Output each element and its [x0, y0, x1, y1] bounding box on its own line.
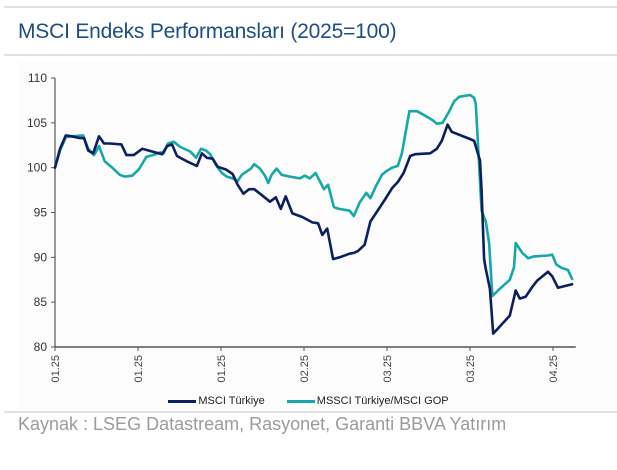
series-group [53, 93, 574, 335]
y-tick-label: 90 [34, 250, 48, 264]
x-tick-label: 03.25 [382, 355, 394, 383]
bottom-divider [4, 411, 617, 413]
x-tick-label: 01.25 [50, 355, 62, 383]
series-line-msci-turkiye-gop [53, 93, 574, 298]
legend-label: MSCI Türkiye [198, 395, 265, 407]
x-tick-label: 01.25 [216, 355, 228, 383]
x-tick-label: 03.25 [465, 355, 477, 383]
x-axis: 01.25 01.25 01.25 02.25 03.25 03.25 04.25 [50, 346, 576, 383]
y-tick-label: 105 [27, 116, 47, 130]
y-tick-label: 80 [34, 340, 48, 354]
source-note: Kaynak : LSEG Datastream, Rasyonet, Gara… [18, 414, 507, 434]
x-tick-label: 02.25 [299, 355, 311, 383]
legend-label: MSSCI Türkiye/MSCI GOP [316, 395, 449, 407]
x-tick-label: 01.25 [133, 355, 145, 383]
y-tick-label: 100 [27, 161, 47, 175]
y-tick-label: 95 [34, 206, 48, 220]
x-tick-label: 04.25 [548, 355, 560, 383]
title-divider [4, 54, 617, 56]
chart-title: MSCI Endeks Performansları (2025=100) [18, 20, 397, 43]
series-line-msci-turkiye [53, 123, 574, 335]
legend-item-msci-turkiye-gop: MSSCI Türkiye/MSCI GOP [286, 393, 449, 409]
y-axis: 80 85 90 95 100 105 110 [27, 71, 56, 354]
plot-background [18, 62, 616, 410]
legend-swatch-teal [286, 399, 315, 403]
legend-item-msci-turkiye: MSCI Türkiye [168, 393, 265, 409]
y-tick-label: 85 [34, 295, 48, 309]
y-tick-label: 110 [28, 71, 47, 85]
legend-swatch-dark [168, 399, 197, 403]
legend: MSCI Türkiye MSSCI Türkiye/MSCI GOP [0, 393, 617, 409]
top-divider [4, 6, 617, 8]
